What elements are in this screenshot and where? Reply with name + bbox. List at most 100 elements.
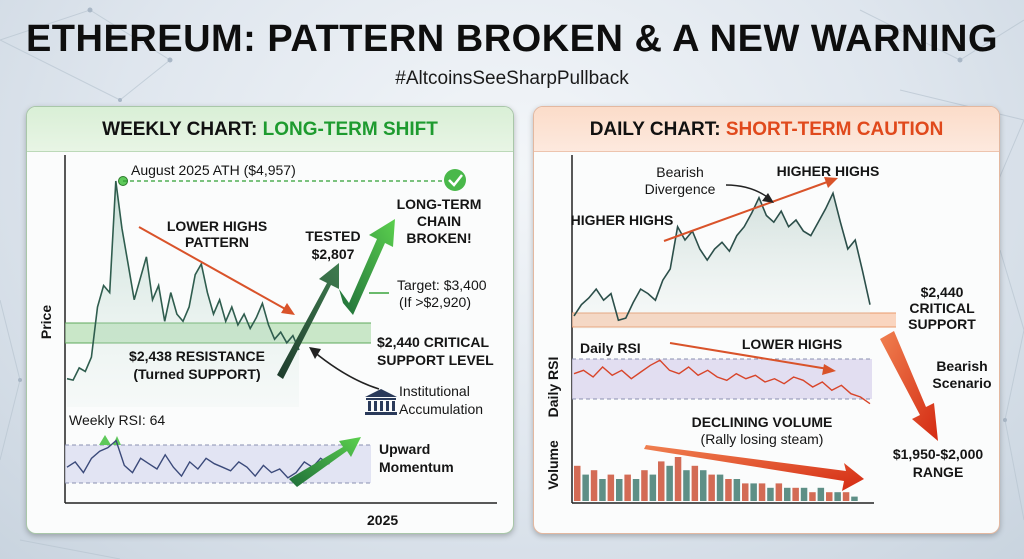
volume-bar (800, 487, 808, 501)
daily-heading-prefix: DAILY CHART: (589, 119, 726, 140)
tested-arrow (277, 263, 339, 379)
higher-highs-label-right: HIGHER HIGHS (777, 163, 880, 179)
target-label-1: Target: $3,400 (397, 277, 487, 293)
chain-label-1: LONG-TERM (397, 196, 482, 212)
critical-support-label-2: SUPPORT LEVEL (377, 352, 494, 368)
target-range-label-1: $1,950-$2,000 (893, 446, 984, 462)
tested-label-1: TESTED (305, 228, 360, 244)
declining-volume-sub-label: (Rally losing steam) (701, 431, 824, 447)
volume-bar (750, 483, 757, 501)
daily-support-label-3: SUPPORT (908, 316, 976, 332)
volume-bar (767, 487, 774, 501)
volume-bar (851, 496, 858, 501)
volume-bar (624, 474, 631, 501)
volume-bar (641, 470, 648, 501)
bearish-divergence-label-1: Bearish (656, 164, 703, 180)
weekly-rsi-line (66, 439, 338, 479)
bearish-scenario-label-1: Bearish (936, 358, 987, 374)
volume-bar (683, 470, 690, 501)
institutional-label-1: Institutional (399, 383, 470, 399)
volume-bar (784, 487, 791, 501)
volume-bar (590, 470, 598, 501)
volume-bar (632, 479, 640, 501)
daily-rsi-label: Daily RSI (580, 340, 641, 356)
target-range-label-2: RANGE (913, 464, 964, 480)
volume-bar (674, 457, 682, 501)
bearish-scenario-arrow (880, 331, 938, 441)
volume-bar (758, 483, 766, 501)
volume-bar (582, 474, 589, 501)
volume-bar (742, 483, 749, 501)
volume-bar (792, 487, 799, 501)
page-subtitle: #AltcoinsSeeSharpPullback (395, 68, 629, 89)
bearish-scenario-label-2: Scenario (932, 375, 991, 391)
chain-label-2: CHAIN (417, 213, 461, 229)
higher-highs-trendline (663, 180, 831, 242)
lower-highs-arrowhead (281, 303, 295, 315)
momentum-label-1: Upward (379, 441, 430, 457)
volume-bar (708, 474, 715, 501)
weekly-price-line (66, 180, 300, 382)
volume-bar (658, 461, 665, 501)
daily-heading-highlight: SHORT-TERM CAUTION (725, 119, 944, 140)
momentum-arrow (289, 437, 361, 487)
institutional-label-2: Accumulation (399, 401, 483, 417)
volume-bar (666, 465, 673, 501)
volume-bar (842, 492, 850, 501)
page-title: ETHEREUM: PATTERN BROKEN & A NEW WARNING (25, 18, 999, 60)
bearish-divergence-label-2: Divergence (645, 181, 716, 197)
daily-price-area (574, 193, 870, 329)
weekly-price-area (67, 181, 299, 407)
daily-support-label-2: CRITICAL (909, 300, 975, 316)
ath-label: August 2025 ATH ($4,957) (131, 162, 296, 178)
daily-rsi-axis-label: Daily RSI (545, 357, 561, 418)
daily-rsi-line (573, 359, 871, 405)
daily-volume-axis-label: Volume (545, 440, 561, 490)
daily-chart-svg: Daily RSI Volume HIGHER HIGHS HIGHER HIG… (545, 155, 992, 504)
bank-icon (365, 389, 397, 415)
volume-bar (826, 492, 833, 501)
volume-bar (691, 465, 699, 501)
resistance-label-2: (Turned SUPPORT) (133, 366, 260, 382)
weekly-x-tick-2025: 2025 (367, 512, 398, 528)
volume-bar (775, 483, 783, 501)
volume-bar (607, 474, 615, 501)
daily-chart-panel: DAILY CHART: SHORT-TERM CAUTION Daily RS… (533, 106, 1000, 534)
volume-bar (700, 470, 707, 501)
weekly-chart-panel: WEEKLY CHART: LONG-TERM SHIFT Price 2025 (26, 106, 514, 534)
critical-support-label-1: $2,440 CRITICAL (377, 334, 489, 350)
volume-bar (716, 474, 724, 501)
volume-bar (599, 479, 606, 501)
breakout-arrow (339, 219, 395, 315)
volume-bar (725, 479, 732, 501)
volume-bar (817, 487, 825, 501)
weekly-chart-heading: WEEKLY CHART: LONG-TERM SHIFT (27, 107, 513, 152)
volume-bar (834, 492, 841, 501)
resistance-label-1: $2,438 RESISTANCE (129, 348, 265, 364)
daily-price-line (573, 190, 871, 322)
weekly-chart-svg: Price 2025 August 2025 ATH ($4,957) LOWE… (38, 155, 497, 528)
daily-chart-heading: DAILY CHART: SHORT-TERM CAUTION (534, 107, 999, 152)
volume-bar (809, 492, 816, 501)
volume-bar (574, 465, 581, 501)
daily-volume-bars (574, 457, 858, 501)
higher-highs-label-left: HIGHER HIGHS (571, 212, 674, 228)
weekly-y-axis-label: Price (38, 305, 54, 339)
declining-volume-arrow (644, 445, 864, 491)
check-icon (444, 169, 466, 191)
weekly-rsi-label: Weekly RSI: 64 (69, 412, 165, 428)
weekly-heading-prefix: WEEKLY CHART: (102, 119, 263, 140)
volume-bar (649, 474, 657, 501)
daily-support-label-1: $2,440 (921, 284, 964, 300)
chain-label-3: BROKEN! (406, 230, 471, 246)
momentum-label-2: Momentum (379, 459, 454, 475)
daily-lower-highs-label: LOWER HIGHS (742, 336, 842, 352)
target-label-2: (If >$2,920) (399, 294, 471, 310)
lower-highs-label-2: PATTERN (185, 234, 249, 250)
institutional-arrow (312, 350, 380, 390)
lower-highs-rsi-trendline (669, 342, 829, 370)
volume-bar (616, 479, 623, 501)
volume-bar (733, 479, 741, 501)
lower-highs-label-1: LOWER HIGHS (167, 218, 267, 234)
bearish-divergence-arrow (725, 184, 771, 200)
